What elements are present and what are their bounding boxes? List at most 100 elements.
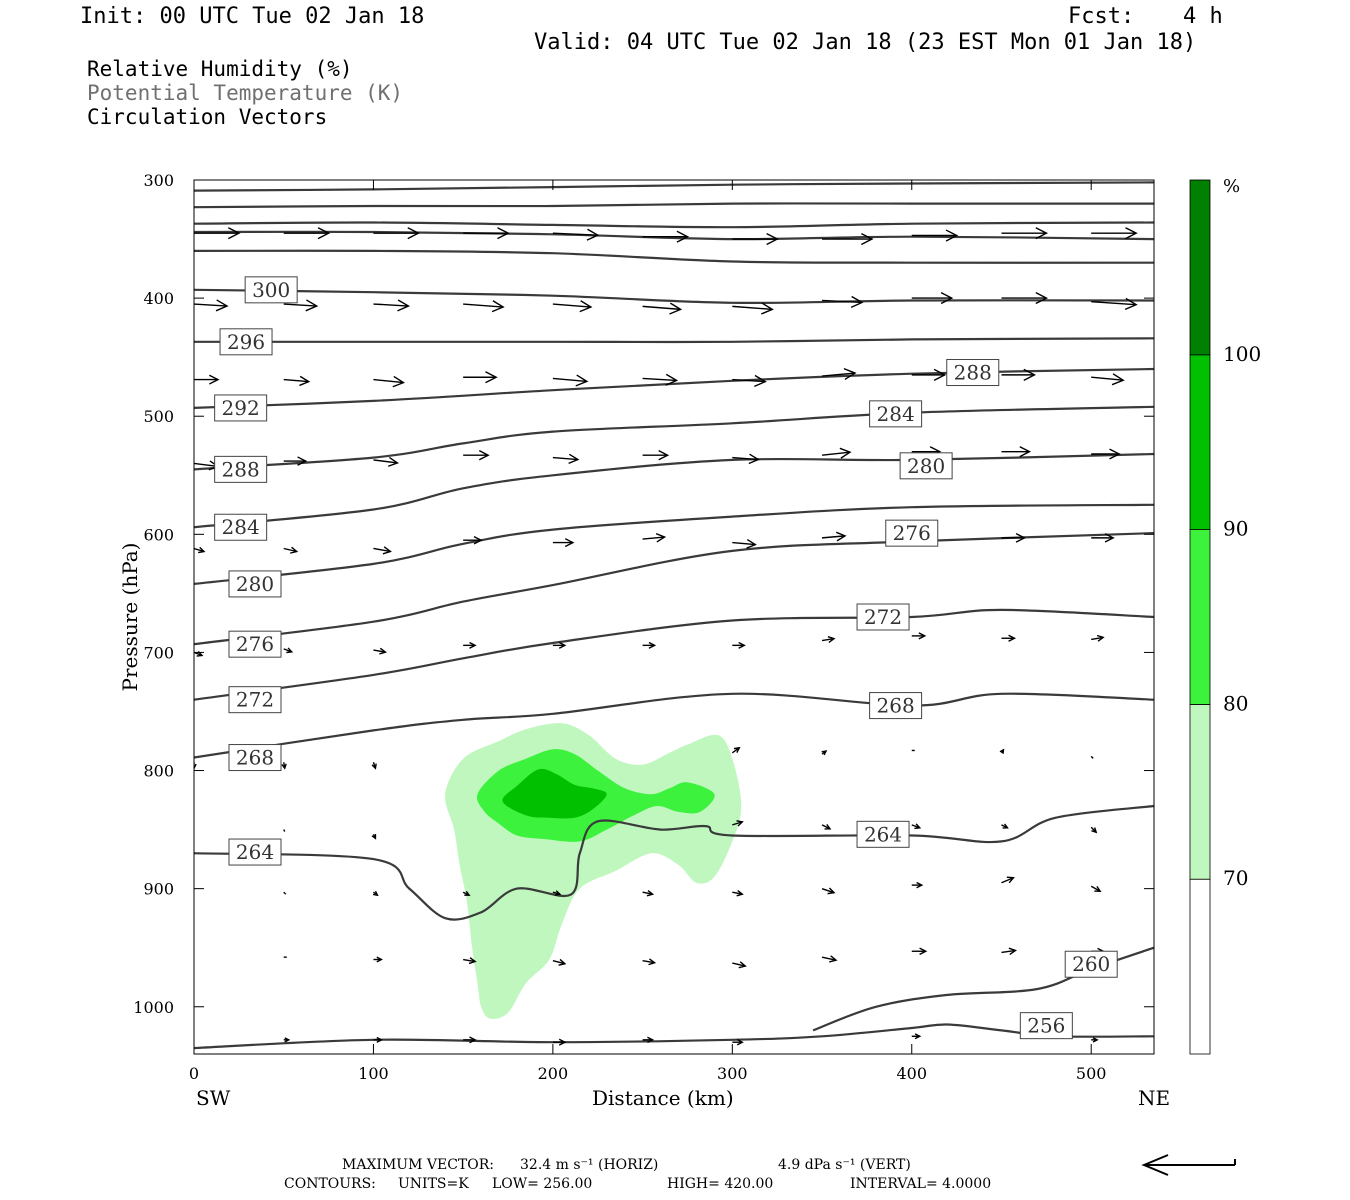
contour-label-box [899,452,953,480]
vector-head [658,450,670,461]
vector-head [665,373,679,386]
contour-label-box [885,519,939,547]
circulation-vector [371,834,377,840]
contour-label: 288 [214,455,268,483]
vector-shaft [552,377,587,383]
vector-shaft [1001,949,1016,954]
theta-contour [194,532,1154,646]
circulation-vector [1091,227,1138,240]
theta-contour [194,503,1154,585]
circulation-vector [821,367,857,381]
vector-head [1111,373,1125,386]
circulation-vector [1001,876,1015,884]
vector-head [227,227,241,240]
contour-label-text: 280 [236,572,274,596]
vector-head [850,295,864,309]
y-tick-label: 400 [143,289,174,308]
circulation-vector [283,227,331,240]
vector-head [733,746,741,753]
circulation-vector [1091,448,1121,460]
circulation-vector [732,374,767,388]
field-circulation-vectors: Circulation Vectors [87,105,328,129]
theta-contour [194,452,1154,529]
circulation-vector [821,531,847,542]
vector-head [371,834,377,840]
contour-label-text: 288 [954,361,992,385]
theta-contour [194,249,1154,264]
circulation-vector [642,958,657,966]
vector-head [376,956,383,963]
vector-head [473,535,483,545]
circulation-vector [194,374,220,385]
vector-head [286,647,294,654]
vector-shaft [373,459,398,464]
vector-head [388,456,399,467]
contour-label-text: 256 [1027,1014,1065,1038]
contour-label: 260 [1064,950,1118,978]
circulation-vector [373,956,383,963]
vector-shaft [821,637,835,642]
vector-head [766,232,779,246]
contour-label-layer: 300 296 292 288 284 280 276 272 268 264 288 284 280 2… [214,276,1118,1040]
max-vector-vert: 4.9 dPa s⁻¹ (VERT) [778,1157,911,1173]
vector-head [829,955,838,963]
vector-head [919,947,928,956]
forecast-label: Fcst: [1068,4,1135,29]
contours-interval: INTERVAL= 4.0000 [850,1176,992,1192]
vector-shaft [1091,636,1104,641]
circulation-vector [373,375,405,388]
circulation-vector [642,302,683,315]
circulation-vector [552,228,600,241]
circulation-vector [552,300,593,313]
vector-shaft [373,303,409,307]
vector-head [940,292,954,305]
contour-label-text: 292 [222,396,260,420]
vector-head [918,632,927,640]
vector-head [1094,886,1102,893]
x-tick-label: 200 [538,1064,569,1083]
circulation-vector [911,881,924,889]
circulation-vector [463,957,477,965]
vector-head [407,227,420,240]
vector-shaft [642,891,653,895]
x-axis-left-label: SW [196,1086,231,1110]
vector-shaft [732,891,743,895]
circulation-vector [732,961,747,969]
contour-label-text: 264 [864,822,902,846]
vector-shaft [1091,376,1124,381]
circulation-vector [911,1033,922,1040]
vector-shaft [642,960,655,964]
vector-shaft [1090,885,1101,892]
vector-shaft [552,960,566,965]
vector-head [836,531,847,542]
vector-head [1092,1037,1099,1043]
circulation-vector [732,820,744,827]
vector-head [736,890,744,897]
contour-label: 268 [228,744,282,772]
field-relative-humidity: Relative Humidity (%) [87,57,353,81]
circulation-vector [463,371,498,384]
vector-head [748,453,760,465]
vector-head [586,228,600,241]
vector-head [1104,533,1115,543]
contour-label: 264 [856,820,910,848]
vector-shaft [732,821,743,826]
vector-head [1035,292,1049,305]
circulation-vector [1001,292,1049,305]
vector-head [1035,227,1049,240]
circulation-vector [194,762,197,770]
circulation-vector [1091,533,1115,543]
contour-label-box [214,455,268,483]
theta-contour [194,804,1154,921]
theta-contour [194,181,1154,192]
contour-label: 280 [228,570,282,598]
vector-shaft [642,536,665,540]
circulation-vector [463,1036,477,1044]
vector-shaft [642,305,681,311]
contour-label: 280 [899,452,953,480]
vector-head [669,302,683,315]
contour-label-box [946,359,1000,387]
vector-head [738,961,747,969]
circulation-vector [911,368,947,381]
circulation-vector [373,1036,383,1043]
